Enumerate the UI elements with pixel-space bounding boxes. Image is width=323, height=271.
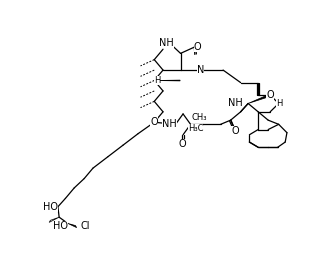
Text: N: N (197, 65, 204, 75)
Text: Cl: Cl (80, 221, 90, 231)
Polygon shape (68, 224, 77, 228)
Text: HO: HO (53, 221, 68, 231)
Text: O: O (194, 42, 202, 52)
Polygon shape (248, 94, 270, 104)
Text: O: O (231, 126, 239, 136)
Text: NH: NH (160, 38, 174, 48)
Text: HO: HO (43, 202, 57, 212)
Text: H: H (276, 99, 282, 108)
Text: NH: NH (228, 98, 243, 108)
Text: O: O (266, 90, 274, 100)
Text: O: O (151, 117, 158, 127)
Polygon shape (154, 80, 180, 81)
Polygon shape (49, 217, 59, 222)
Text: NH: NH (162, 119, 177, 129)
Text: H: H (154, 76, 160, 85)
Text: CH₃: CH₃ (192, 112, 207, 121)
Text: H₃C: H₃C (188, 124, 203, 133)
Text: O: O (179, 139, 187, 149)
